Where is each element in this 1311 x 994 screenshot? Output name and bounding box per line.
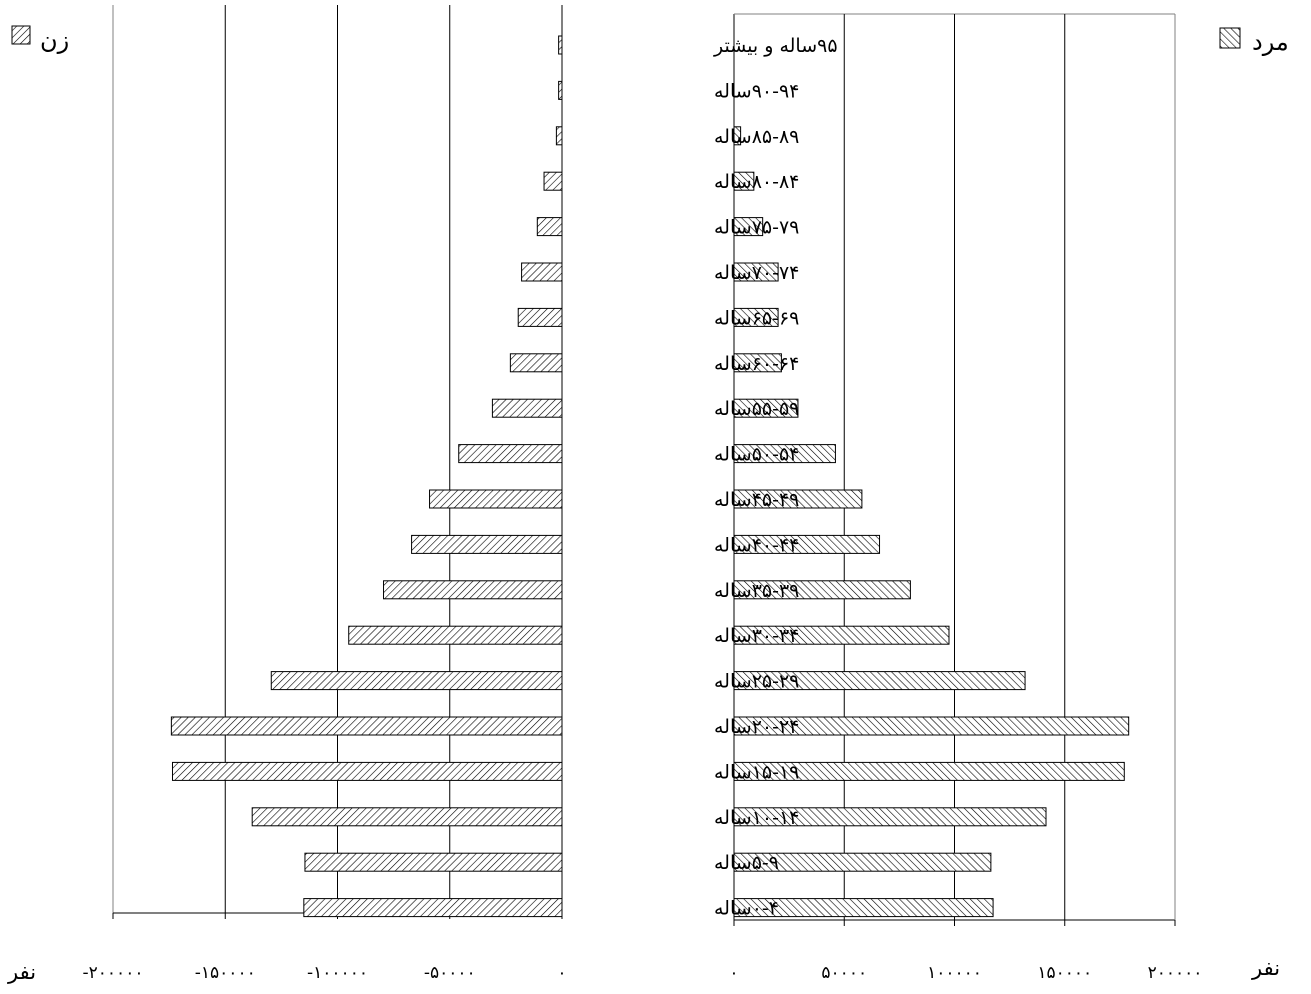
male-tick-label: ۱۰۰۰۰۰ (927, 963, 982, 983)
age-group-label: ۲۰-۲۴ساله (714, 716, 799, 738)
male-bar (733, 307, 779, 327)
male-bar (733, 852, 992, 872)
male-tick-label: ۲۰۰۰۰۰ (1148, 963, 1203, 983)
female-bar (536, 217, 563, 237)
age-group-label: ۷۰-۷۴ساله (714, 262, 799, 284)
female-bar (383, 580, 563, 600)
age-group-label: ۱۵-۱۹ساله (714, 761, 799, 783)
male-panel: ۰ ۵۰۰۰۰ ۱۰۰۰۰۰ ۱۵۰۰۰۰ ۲۰۰۰۰۰ (729, 13, 1202, 983)
male-bar (733, 898, 994, 918)
male-bar (733, 807, 1047, 827)
female-bar (270, 671, 563, 691)
female-panel: -۲۰۰۰۰۰ -۱۵۰۰۰۰ -۱۰۰۰۰۰ -۵۰۰۰۰ ۰ (83, 5, 567, 983)
age-group-label: ۰-۴ساله (714, 898, 779, 920)
female-bar (303, 898, 563, 918)
age-group-label: ۸۵-۸۹ساله (714, 126, 799, 148)
female-tick-label: ۰ (557, 963, 566, 983)
legend-female-swatch (11, 25, 31, 45)
male-bar (733, 489, 863, 509)
female-gridlines (224, 5, 451, 913)
male-bar (733, 625, 950, 645)
male-bar (733, 671, 1026, 691)
male-bars (733, 126, 1130, 918)
male-bar (733, 171, 755, 191)
legend-male: مرد (1219, 27, 1289, 56)
age-group-label: ۶۰-۶۴ساله (714, 353, 799, 375)
legend-female-label: زن (40, 26, 69, 54)
male-tick-labels: ۰ ۵۰۰۰۰ ۱۰۰۰۰۰ ۱۵۰۰۰۰ ۲۰۰۰۰۰ (729, 963, 1202, 983)
female-bar (251, 807, 563, 827)
male-tick-label: ۵۰۰۰۰ (821, 963, 867, 983)
female-bar (348, 625, 563, 645)
age-group-label: ۲۵-۲۹ساله (714, 671, 799, 693)
female-bars (170, 35, 563, 918)
female-tick-labels: -۲۰۰۰۰۰ -۱۵۰۰۰۰ -۱۰۰۰۰۰ -۵۰۰۰۰ ۰ (83, 963, 567, 983)
age-group-label: ۳۰-۳۴ساله (714, 625, 799, 647)
age-group-label: ۹۵ساله و بیشتر (713, 35, 838, 57)
female-bar (491, 398, 563, 418)
male-bar (733, 444, 836, 464)
female-bar (171, 761, 563, 781)
female-bar (521, 262, 563, 282)
age-group-label: ۴۵-۴۹ساله (714, 489, 799, 511)
male-tick-label: ۰ (729, 963, 738, 983)
age-group-label: ۶۵-۶۹ساله (714, 307, 799, 329)
male-bar (733, 353, 782, 373)
age-group-label: ۳۵-۳۹ساله (714, 580, 799, 602)
male-bar (733, 580, 911, 600)
female-tick-label: -۲۰۰۰۰۰ (83, 963, 144, 983)
male-gridlines (843, 14, 1066, 920)
male-bar (733, 262, 779, 282)
legend-male-swatch (1219, 27, 1241, 49)
age-group-label: ۴۰-۴۴ساله (714, 534, 799, 556)
female-bar (555, 126, 563, 146)
male-bar (733, 126, 742, 146)
male-bar (733, 534, 881, 554)
female-unit-label: نفر (7, 960, 36, 984)
female-bar (170, 716, 563, 736)
male-bar (733, 398, 799, 418)
female-bar (458, 444, 563, 464)
female-bar (543, 171, 563, 191)
age-group-label: ۱۰-۱۴ساله (714, 807, 799, 829)
female-tick-label: -۱۵۰۰۰۰ (195, 963, 256, 983)
female-bar (558, 80, 563, 100)
age-group-label: ۷۵-۷۹ساله (714, 217, 799, 239)
female-bar (509, 353, 563, 373)
female-tick-label: -۱۰۰۰۰۰ (307, 963, 368, 983)
age-group-label: ۵-۹ساله (714, 852, 779, 874)
legend-female: زن (11, 25, 69, 54)
male-tick-label: ۱۵۰۰۰۰ (1037, 963, 1092, 983)
age-group-label: ۹۰-۹۴ساله (714, 80, 799, 102)
age-group-label: ۸۰-۸۴ساله (714, 171, 799, 193)
female-tick-label: -۵۰۰۰۰ (424, 963, 476, 983)
female-bar (429, 489, 563, 509)
age-group-label: ۵۵-۵۹ساله (714, 398, 799, 420)
male-bar (733, 716, 1130, 736)
male-tick-marks (733, 920, 1176, 926)
female-bar (517, 307, 563, 327)
female-bar (304, 852, 563, 872)
age-group-labels: ۹۵ساله و بیشتر ۹۰-۹۴ساله ۸۵-۸۹ساله ۸۰-۸۴سال… (713, 35, 838, 920)
legend-male-label: مرد (1252, 28, 1289, 56)
female-bar (411, 534, 563, 554)
male-unit-label: نفر (1251, 956, 1280, 980)
female-bar (558, 35, 563, 55)
male-bar (733, 761, 1125, 781)
male-bar (733, 217, 764, 237)
age-group-label: ۵۰-۵۴ساله (714, 444, 799, 466)
